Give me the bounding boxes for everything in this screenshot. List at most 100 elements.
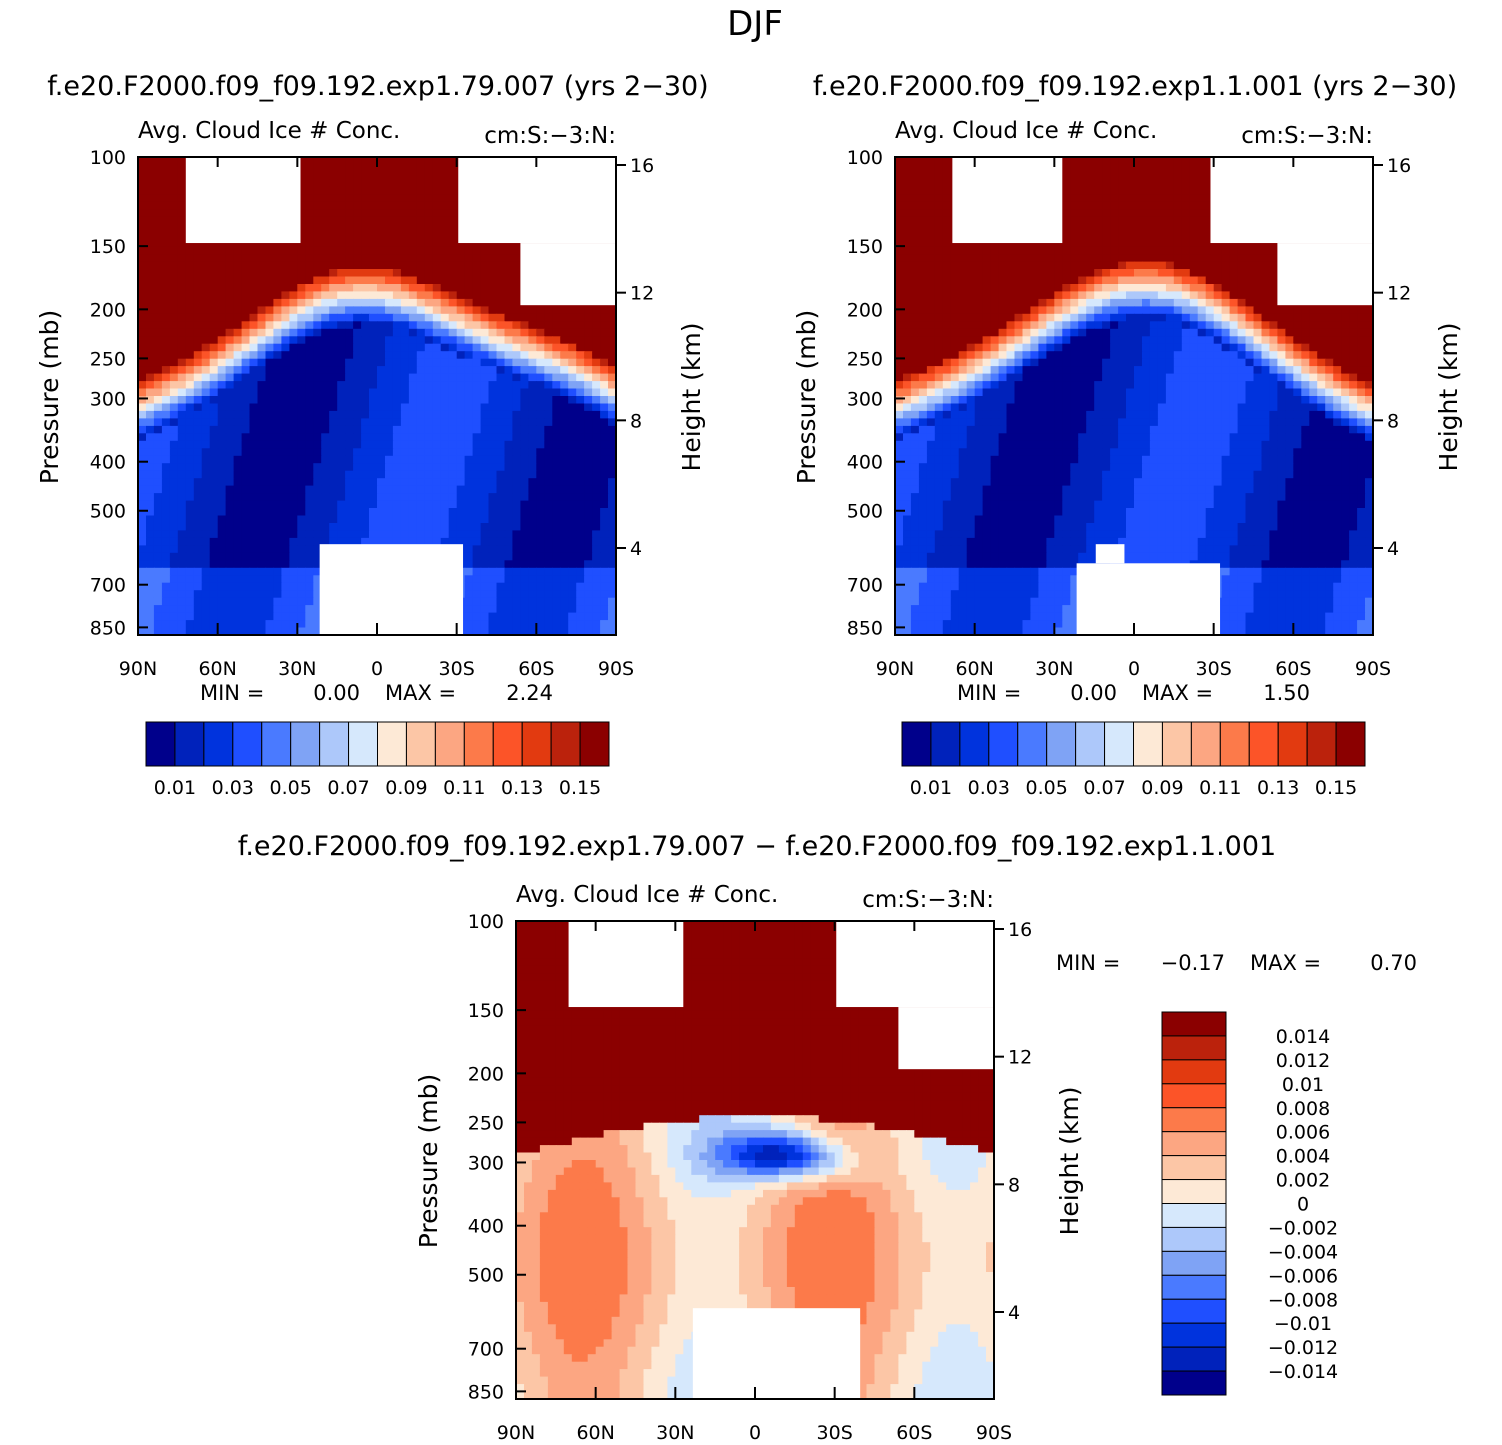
- height-tick-label: 16: [1387, 155, 1411, 177]
- y-axis-label: Pressure (mb): [414, 1074, 443, 1248]
- y-tick-label: 300: [847, 388, 883, 410]
- colorbar-swatch: [988, 721, 1019, 767]
- colorbar-swatch: [930, 721, 961, 767]
- y-tick-label: 400: [847, 452, 883, 474]
- x-tick-label: 60S: [896, 1422, 932, 1444]
- colorbar-label: −0.01: [1274, 1313, 1332, 1335]
- colorbar-label: 0.11: [1199, 777, 1241, 799]
- missing-data-mask: [1095, 544, 1125, 564]
- colorbar-swatch: [1161, 1298, 1227, 1324]
- colorbar-label: 0.03: [212, 777, 254, 799]
- contour-plot: 100 150 200 250 300 400 500 700 850 16 12 8 4 90N 60N 3…: [847, 147, 1411, 680]
- colorbar-swatch: [1161, 721, 1192, 767]
- colorbar: 0.0140.0120.010.0080.0060.0040.0020−0.00…: [1161, 1011, 1338, 1396]
- y-tick-label: 700: [847, 575, 883, 597]
- colorbar-swatch: [174, 721, 205, 767]
- x-tick-label: 60N: [576, 1422, 614, 1444]
- height-tick-label: 8: [630, 410, 642, 432]
- colorbar-swatch: [405, 721, 436, 767]
- min-value: −0.17: [1161, 951, 1225, 975]
- y-tick-label: 700: [90, 575, 126, 597]
- colorbar-swatch: [959, 721, 990, 767]
- colorbar-swatch: [319, 721, 350, 767]
- x-tick-label: 0: [1128, 658, 1140, 680]
- colorbar-label: 0.07: [327, 777, 369, 799]
- max-label: MAX =: [1142, 681, 1213, 705]
- colorbar-swatch: [579, 721, 610, 767]
- colorbar-swatch: [1104, 721, 1134, 767]
- colorbar-swatch: [1161, 1131, 1227, 1157]
- height-tick-label: 4: [1008, 1302, 1020, 1324]
- colorbar-swatch: [145, 721, 176, 767]
- colorbar-swatch: [1248, 721, 1279, 767]
- colorbar-label: 0.012: [1276, 1050, 1330, 1072]
- colorbar-swatch: [1161, 1059, 1227, 1085]
- colorbar: 0.01 0.03 0.05 0.07 0.09 0.11 0.13 0.15: [901, 721, 1366, 799]
- x-tick-label: 60N: [955, 658, 993, 680]
- colorbar-swatch: [1161, 1083, 1227, 1109]
- colorbar-label: 0.004: [1276, 1146, 1330, 1168]
- colorbar-label: −0.012: [1268, 1337, 1338, 1359]
- colorbar-swatch: [261, 721, 292, 767]
- missing-data-mask: [952, 157, 1063, 244]
- colorbar-swatch: [1046, 721, 1077, 767]
- colorbar-swatch: [463, 721, 494, 767]
- x-tick-label: 60N: [198, 658, 236, 680]
- contour-field: [516, 921, 994, 1399]
- colorbar-swatch: [1133, 721, 1163, 767]
- colorbar-swatch: [1161, 1370, 1227, 1396]
- colorbar-swatch: [1161, 1274, 1227, 1300]
- panel-exp1-1-001: f.e20.F2000.f09_f09.192.exp1.1.001 (yrs …: [792, 71, 1463, 799]
- panel-title: f.e20.F2000.f09_f09.192.exp1.79.007 (yrs…: [47, 71, 708, 102]
- height-tick-label: 16: [1008, 919, 1032, 941]
- y-tick-label: 500: [468, 1265, 504, 1287]
- max-label: MAX =: [385, 681, 456, 705]
- colorbar-swatch: [901, 721, 932, 767]
- colorbar-label: 0.014: [1276, 1026, 1330, 1048]
- missing-data-mask: [520, 243, 616, 306]
- colorbar-label: −0.002: [1268, 1217, 1338, 1239]
- height-tick-label: 4: [1387, 538, 1399, 560]
- colorbar-label: 0.01: [910, 777, 952, 799]
- colorbar-label: −0.006: [1268, 1265, 1338, 1287]
- colorbar-label: 0.03: [968, 777, 1010, 799]
- colorbar-label: 0.008: [1276, 1098, 1330, 1120]
- colorbar-label: 0.13: [1257, 777, 1299, 799]
- y-tick-label: 150: [468, 1000, 504, 1022]
- y-tick-label: 850: [468, 1381, 504, 1403]
- panel-exp1-79-007: f.e20.F2000.f09_f09.192.exp1.79.007 (yrs…: [35, 71, 709, 799]
- y-tick-label: 150: [847, 236, 883, 258]
- max-value: 1.50: [1263, 681, 1310, 705]
- colorbar: 0.01 0.03 0.05 0.07 0.09 0.11 0.13 0.15: [145, 721, 610, 799]
- y-tick-label: 500: [847, 501, 883, 523]
- colorbar-label: 0.05: [270, 777, 312, 799]
- colorbar-label: −0.014: [1268, 1361, 1338, 1383]
- y-tick-label: 850: [90, 617, 126, 639]
- colorbar-swatch: [1277, 721, 1308, 767]
- y-tick-label: 400: [90, 452, 126, 474]
- colorbar-swatch: [1161, 1107, 1227, 1133]
- x-tick-label: 90N: [497, 1422, 535, 1444]
- colorbar-label: 0: [1297, 1194, 1309, 1216]
- y-tick-label: 100: [90, 147, 126, 169]
- x-tick-label: 90N: [119, 658, 157, 680]
- y-tick-label: 250: [847, 348, 883, 370]
- colorbar-label: 0.13: [501, 777, 543, 799]
- right-label: cm:S:−3:N:: [484, 123, 616, 149]
- x-tick-label: 60S: [518, 658, 554, 680]
- colorbar-swatch: [1161, 1203, 1227, 1228]
- panel-difference: f.e20.F2000.f09_f09.192.exp1.79.007 − f.…: [238, 831, 1417, 1444]
- missing-data-mask: [1076, 563, 1221, 635]
- right-label: cm:S:−3:N:: [862, 887, 994, 913]
- panel-title: f.e20.F2000.f09_f09.192.exp1.79.007 − f.…: [238, 831, 1276, 862]
- colorbar-swatch: [1161, 1226, 1227, 1252]
- y-tick-label: 300: [90, 388, 126, 410]
- min-value: 0.00: [1070, 681, 1117, 705]
- contour-plot: 100 150 200 250 300 400 500 700 850 16 12 8 4 90N 60N 3…: [90, 147, 654, 680]
- colorbar-swatch: [232, 721, 263, 767]
- y-axis-label: Pressure (mb): [35, 310, 64, 484]
- x-tick-label: 90S: [1355, 658, 1391, 680]
- colorbar-swatch: [1161, 1322, 1227, 1348]
- y-tick-label: 250: [468, 1112, 504, 1134]
- colorbar-swatch: [492, 721, 523, 767]
